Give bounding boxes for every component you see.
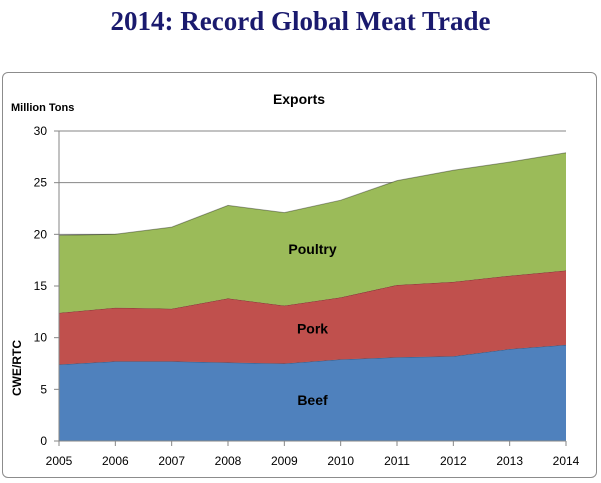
area-pork <box>59 270 566 365</box>
unit-label: Million Tons <box>11 102 74 114</box>
x-tick-label-2014: 2014 <box>553 454 580 468</box>
slide-title: 2014: Record Global Meat Trade <box>110 6 491 36</box>
stacked-areas <box>58 152 567 441</box>
x-tick-label-2007: 2007 <box>158 454 185 468</box>
x-tick-label-2008: 2008 <box>215 454 242 468</box>
chart-frame: Exports Million Tons CWE/RTC 0 5 10 15 20 25 3… <box>2 72 597 478</box>
y-tick-label-30: 30 <box>34 124 48 138</box>
y-tick-label-10: 10 <box>34 331 48 345</box>
series-label-pork: Pork <box>297 320 328 336</box>
x-tick-label-2006: 2006 <box>102 454 129 468</box>
series-labels: Beef Pork Poultry <box>288 241 336 408</box>
exports-area-chart: Exports Million Tons CWE/RTC 0 5 10 15 20 25 3… <box>10 91 580 468</box>
x-tick-label-2012: 2012 <box>440 454 467 468</box>
y-axis-label: CWE/RTC <box>10 340 24 396</box>
axes: 0 5 10 15 20 25 30 2005 2006 2007 2008 2009 2010 2011… <box>34 124 580 468</box>
x-tick-label-2009: 2009 <box>271 454 298 468</box>
y-tick-label-5: 5 <box>40 382 47 396</box>
y-tick-label-25: 25 <box>34 176 48 190</box>
series-label-beef: Beef <box>297 392 328 408</box>
series-label-poultry: Poultry <box>288 241 336 257</box>
x-tick-label-2010: 2010 <box>327 454 354 468</box>
y-tick-label-20: 20 <box>34 227 48 241</box>
area-poultry <box>59 152 566 313</box>
chart-title: Exports <box>273 91 325 107</box>
x-tick-label-2011: 2011 <box>384 454 410 468</box>
x-tick-label-2013: 2013 <box>496 454 523 468</box>
x-tick-label-2005: 2005 <box>46 454 73 468</box>
area-beef <box>59 344 566 441</box>
y-tick-label-15: 15 <box>34 279 48 293</box>
area-edge-poultry <box>58 152 567 236</box>
y-tick-label-0: 0 <box>40 434 47 448</box>
